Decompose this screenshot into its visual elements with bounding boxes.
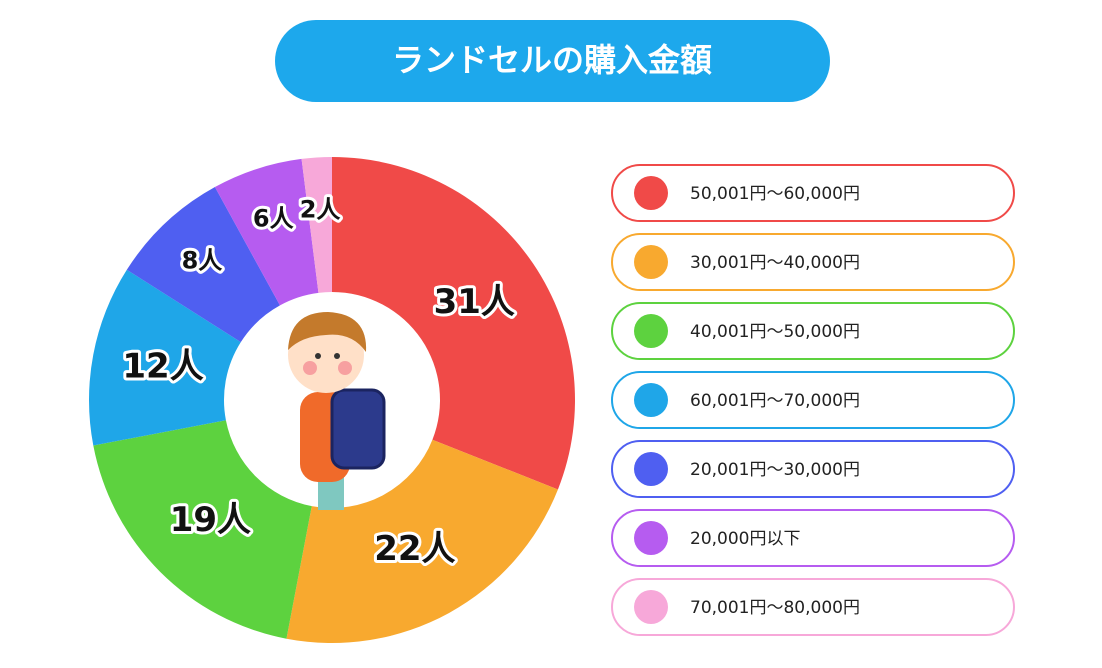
slice bbox=[332, 157, 575, 490]
legend-label: 50,001円～60,000円 bbox=[690, 184, 860, 204]
title-pill bbox=[275, 20, 830, 102]
slice bbox=[214, 158, 319, 306]
slice-label: 31人 bbox=[434, 282, 515, 322]
slice-label: 8人 bbox=[182, 246, 223, 274]
legend-swatch bbox=[634, 452, 668, 486]
legend-box bbox=[611, 371, 1015, 429]
slice-label: 12人 bbox=[122, 346, 203, 386]
slice bbox=[301, 157, 332, 293]
legend-box bbox=[611, 302, 1015, 360]
legend-swatch bbox=[634, 383, 668, 417]
legend-swatch bbox=[634, 314, 668, 348]
slice-label: 6人 bbox=[253, 204, 294, 232]
legend-box bbox=[611, 164, 1015, 222]
legend-swatch bbox=[634, 521, 668, 555]
legend-label: 60,001円～70,000円 bbox=[690, 391, 860, 411]
slice bbox=[89, 269, 241, 446]
legend-box bbox=[611, 440, 1015, 498]
legend-swatch bbox=[634, 590, 668, 624]
chart-title: ランドセルの購入金額 bbox=[392, 41, 712, 79]
legend-swatch bbox=[634, 176, 668, 210]
legend: 50,001円～60,000円 30,001円～40,000円 40,001円～50… bbox=[611, 164, 1015, 636]
legend-label: 20,001円～30,000円 bbox=[690, 460, 860, 480]
slice bbox=[126, 187, 280, 343]
legend-box bbox=[611, 578, 1015, 636]
legend-label: 40,001円～50,000円 bbox=[690, 322, 860, 342]
legend-swatch bbox=[634, 245, 668, 279]
slice-label: 2人 bbox=[300, 195, 341, 223]
slice bbox=[286, 439, 558, 643]
legend-label: 20,000円以下 bbox=[690, 529, 800, 549]
legend-box bbox=[611, 233, 1015, 291]
slice-label: 22人 bbox=[374, 529, 455, 569]
legend-box bbox=[611, 509, 1015, 567]
legend-label: 70,001円～80,000円 bbox=[690, 598, 860, 618]
legend-label: 30,001円～40,000円 bbox=[690, 253, 860, 273]
slice-label: 19人 bbox=[170, 500, 251, 540]
slice bbox=[93, 420, 312, 639]
illustration bbox=[288, 312, 386, 510]
